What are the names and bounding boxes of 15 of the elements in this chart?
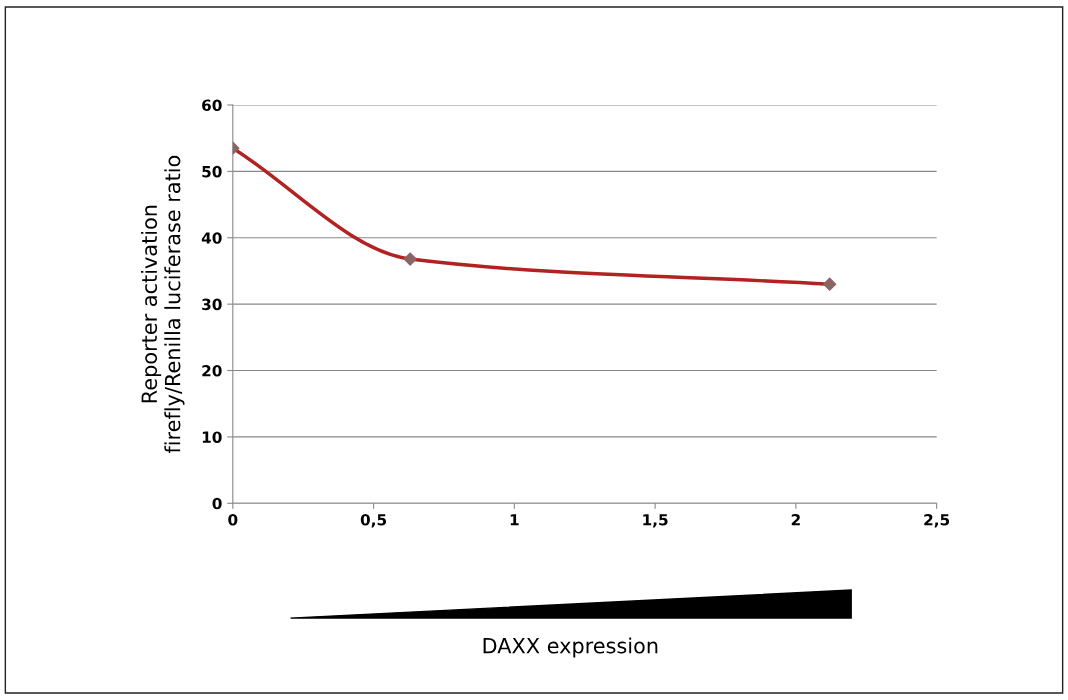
y-tick-label: 0 (212, 497, 222, 510)
x-tick-label: 1,5 (643, 514, 668, 528)
x-tick-label: 2,5 (924, 513, 950, 528)
y-tick-label: 40 (201, 232, 222, 244)
x-tick-label: 0 (228, 513, 238, 526)
y-axis-title: Reporter activation firefly/Renilla luciferase ratio (140, 155, 185, 454)
x-tick-label: 2 (791, 513, 800, 526)
y-tick-label: 10 (202, 431, 222, 443)
y-tick-label: 20 (202, 365, 222, 377)
y-tick-label: 60 (202, 99, 222, 112)
y-tick-label: 30 (202, 298, 222, 311)
x-tick-label: 0,5 (360, 513, 387, 528)
x-tick-label: 1 (510, 514, 519, 526)
text: DAXX expression (483, 637, 658, 658)
y-tick-label: 50 (202, 165, 222, 178)
